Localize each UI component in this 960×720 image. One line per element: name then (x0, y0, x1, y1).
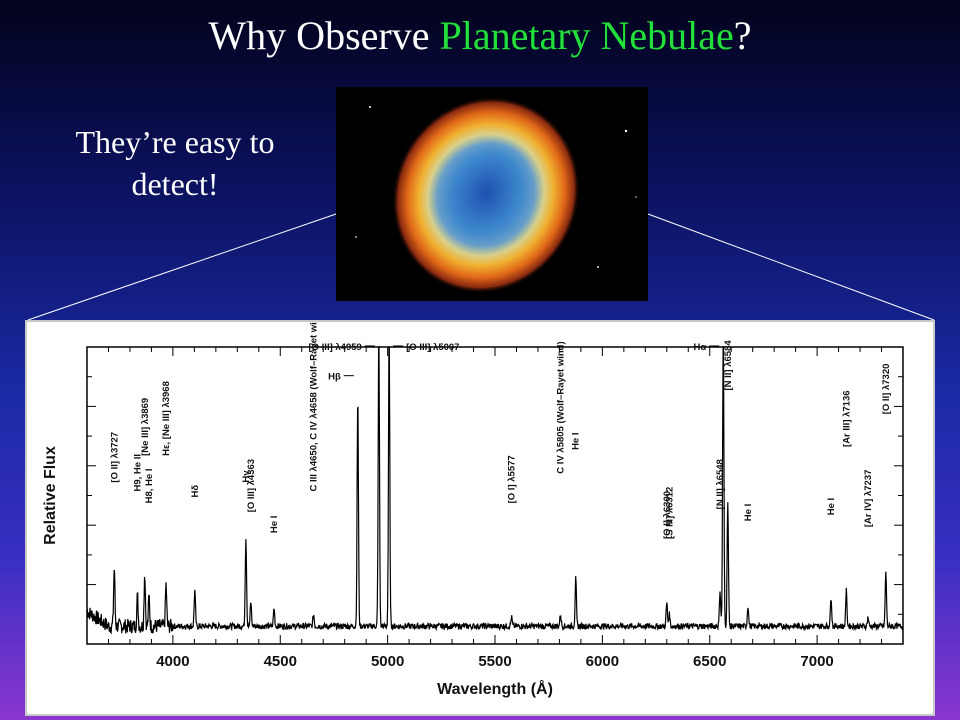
line-label: [O II] λ7320 (881, 364, 892, 415)
line-label: [O III] λ4363 (246, 459, 257, 512)
spectrum-trace (86, 345, 904, 635)
line-label: He I (826, 498, 837, 515)
x-tick-label: 6500 (693, 653, 726, 670)
line-label: [Ar IV] λ7237 (863, 470, 874, 528)
spectrum-chart: 4000 4500 5000 5500 6000 6500 7000 Wavelength (… (25, 320, 935, 716)
y-axis-title: Relative Flux (42, 446, 59, 545)
line-label: [O III] λ4959 (308, 342, 361, 353)
line-label: [S III] λ6312 (664, 487, 675, 539)
line-label: Hβ (328, 372, 341, 383)
line-label: C IV λ5805 (Wolf–Rayet wind) (555, 341, 566, 473)
x-tick-label: 7000 (800, 653, 833, 670)
x-tick-label: 5000 (371, 653, 404, 670)
spectrum-plot: 4000 4500 5000 5500 6000 6500 7000 Wavelength (… (42, 322, 904, 698)
x-tick-label: 4500 (264, 653, 297, 670)
title-highlight: Planetary Nebulae (439, 13, 734, 58)
slide-title: Why Observe Planetary Nebulae? (0, 14, 960, 58)
line-label: [N II] λ6584 (723, 340, 734, 391)
title-suffix: ? (733, 13, 752, 58)
subtitle: They’re easy to detect! (75, 124, 275, 202)
line-label: Hδ (190, 485, 201, 498)
line-label: C III λ4650, C IV λ4658 (Wolf–Rayet wind… (309, 322, 320, 492)
plot-frame (86, 346, 904, 645)
line-label: Hγ (241, 470, 252, 483)
line-label: H8, He I (144, 469, 155, 504)
line-label: He I (269, 516, 280, 533)
line-label: [O I] λ6300 (662, 491, 673, 539)
title-prefix: Why Observe (208, 13, 440, 58)
line-label: He I (743, 504, 754, 521)
line-label: [N II] λ6548 (715, 459, 726, 509)
x-tick-label: 4000 (156, 653, 189, 670)
x-tick-label: 6000 (586, 653, 619, 670)
line-label: [Ne III] λ3869 (140, 398, 151, 456)
line-label: He I (571, 432, 582, 449)
x-axis-title: Wavelength (Å) (437, 679, 553, 698)
line-label: [O III] λ5007 (406, 342, 459, 353)
line-label: [O I] λ5577 (507, 455, 518, 503)
line-label: [O II] λ3727 (109, 432, 120, 483)
line-label: [Ar III] λ7136 (841, 390, 852, 447)
x-tick-label: 5500 (478, 653, 511, 670)
nebula-photo (336, 87, 648, 301)
line-label: H9, He II (132, 454, 143, 492)
line-label: Hα (694, 342, 707, 353)
line-label: Hε, [Ne III] λ3968 (161, 381, 172, 456)
